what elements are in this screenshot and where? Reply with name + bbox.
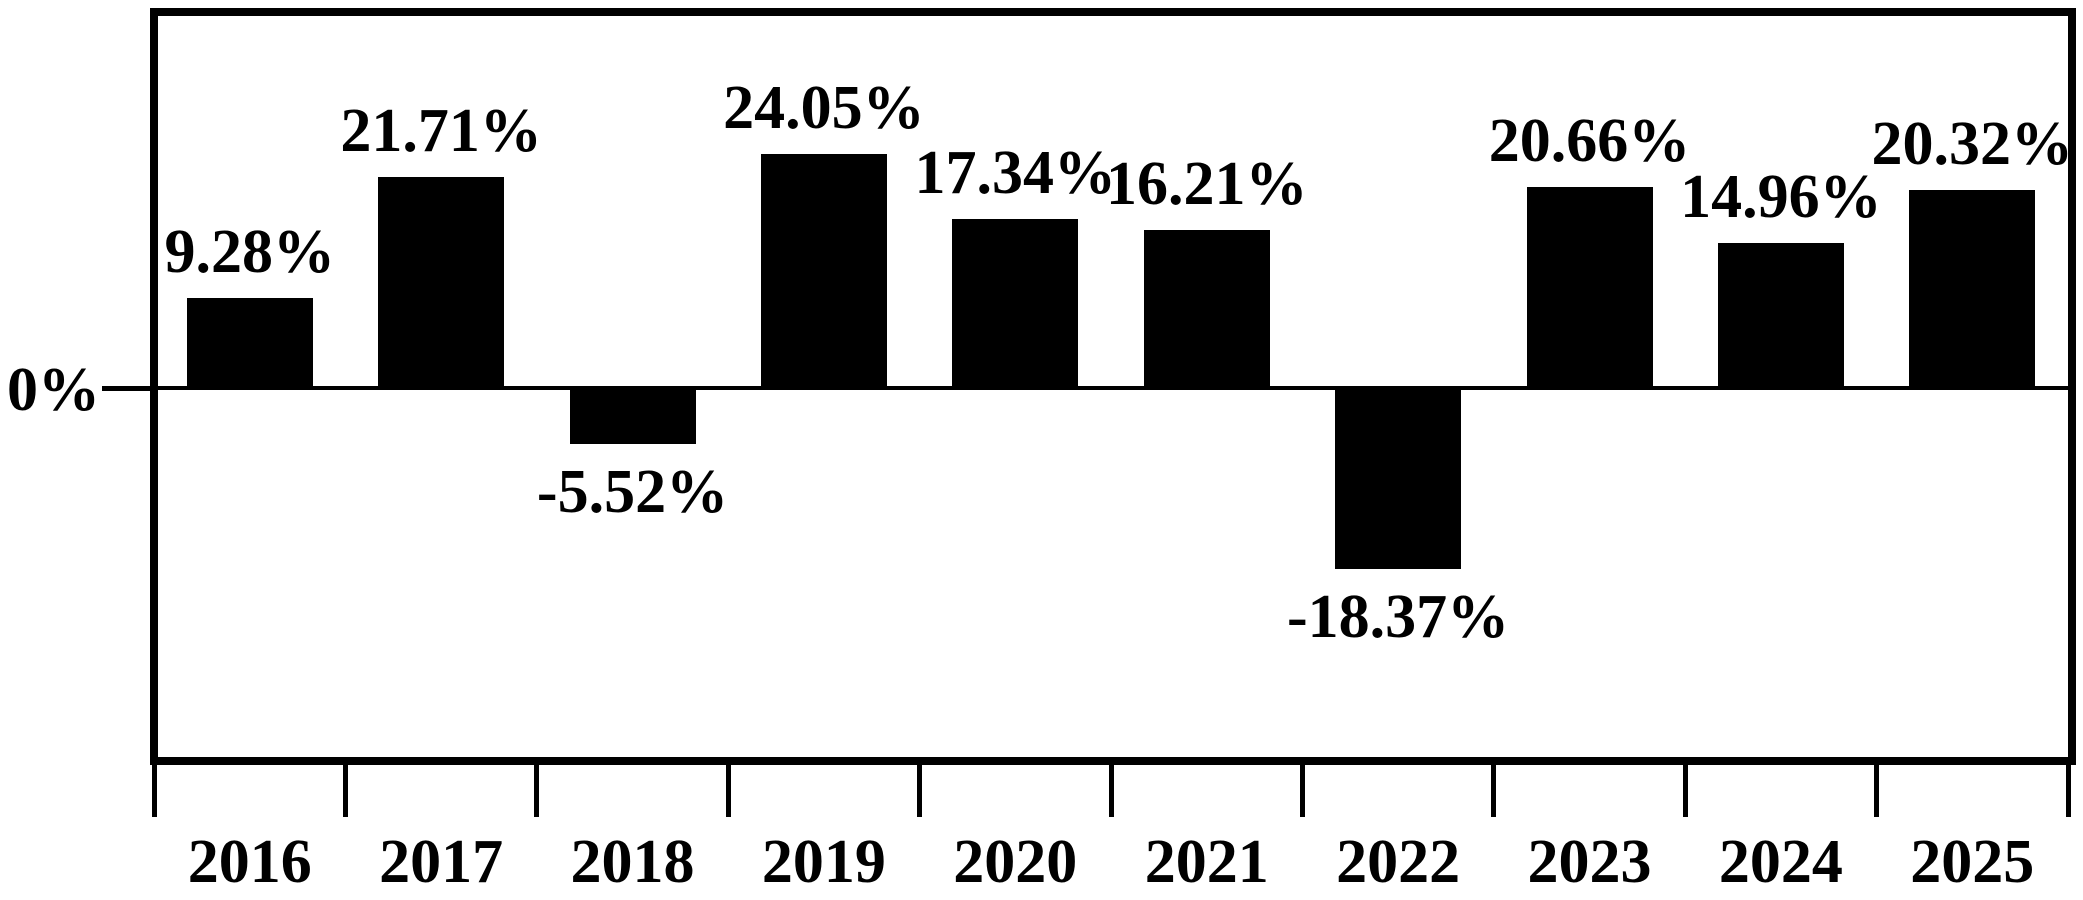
x-axis-tick [534, 765, 540, 817]
bar-value-label: -18.37% [1287, 582, 1510, 651]
bar-value-label: 9.28% [164, 217, 335, 286]
bar [952, 219, 1079, 388]
x-axis-label: 2021 [1144, 828, 1269, 896]
bar-value-label: 20.66% [1488, 107, 1691, 176]
x-axis-tick [1682, 765, 1688, 817]
zero-axis-label: 0% [7, 356, 100, 424]
x-axis-tick [342, 765, 348, 817]
bar [1143, 230, 1270, 388]
zero-tick-mark [102, 386, 150, 391]
x-axis-tick [1108, 765, 1114, 817]
x-axis-label: 2025 [1910, 828, 2035, 896]
bar [1909, 190, 2036, 388]
x-axis-tick [917, 765, 923, 817]
x-axis-tick [725, 765, 731, 817]
bar [1526, 187, 1653, 388]
x-axis-label: 2023 [1527, 828, 1652, 896]
bar-value-label: -5.52% [536, 457, 729, 526]
x-axis-label: 2024 [1718, 828, 1843, 896]
x-axis-tick [2065, 765, 2071, 817]
x-axis-tick [1491, 765, 1497, 817]
bar [1717, 242, 1844, 388]
bar [569, 390, 696, 444]
zero-baseline [158, 386, 2068, 390]
bar-value-label: 14.96% [1680, 162, 1882, 231]
bar-value-label: 21.71% [340, 96, 542, 165]
x-axis-tick [1299, 765, 1305, 817]
x-axis-label: 2020 [953, 828, 1078, 896]
x-axis-tick [1874, 765, 1880, 817]
bar-value-label: 24.05% [723, 74, 925, 143]
x-axis-label: 2022 [1336, 828, 1461, 896]
bar [186, 297, 313, 388]
bar-value-label: 17.34% [914, 139, 1117, 208]
bar-value-label: 20.32% [1871, 110, 2074, 179]
plot-border [150, 8, 2076, 765]
bar-value-label: 16.21% [1105, 150, 1308, 219]
x-axis-label: 2019 [761, 828, 886, 896]
bar [378, 176, 505, 388]
x-axis-label: 2017 [379, 828, 504, 896]
bar [1335, 390, 1462, 569]
x-axis-tick [151, 765, 157, 817]
x-axis-label: 2016 [187, 828, 312, 896]
bar [760, 154, 887, 388]
x-axis-label: 2018 [570, 828, 695, 896]
